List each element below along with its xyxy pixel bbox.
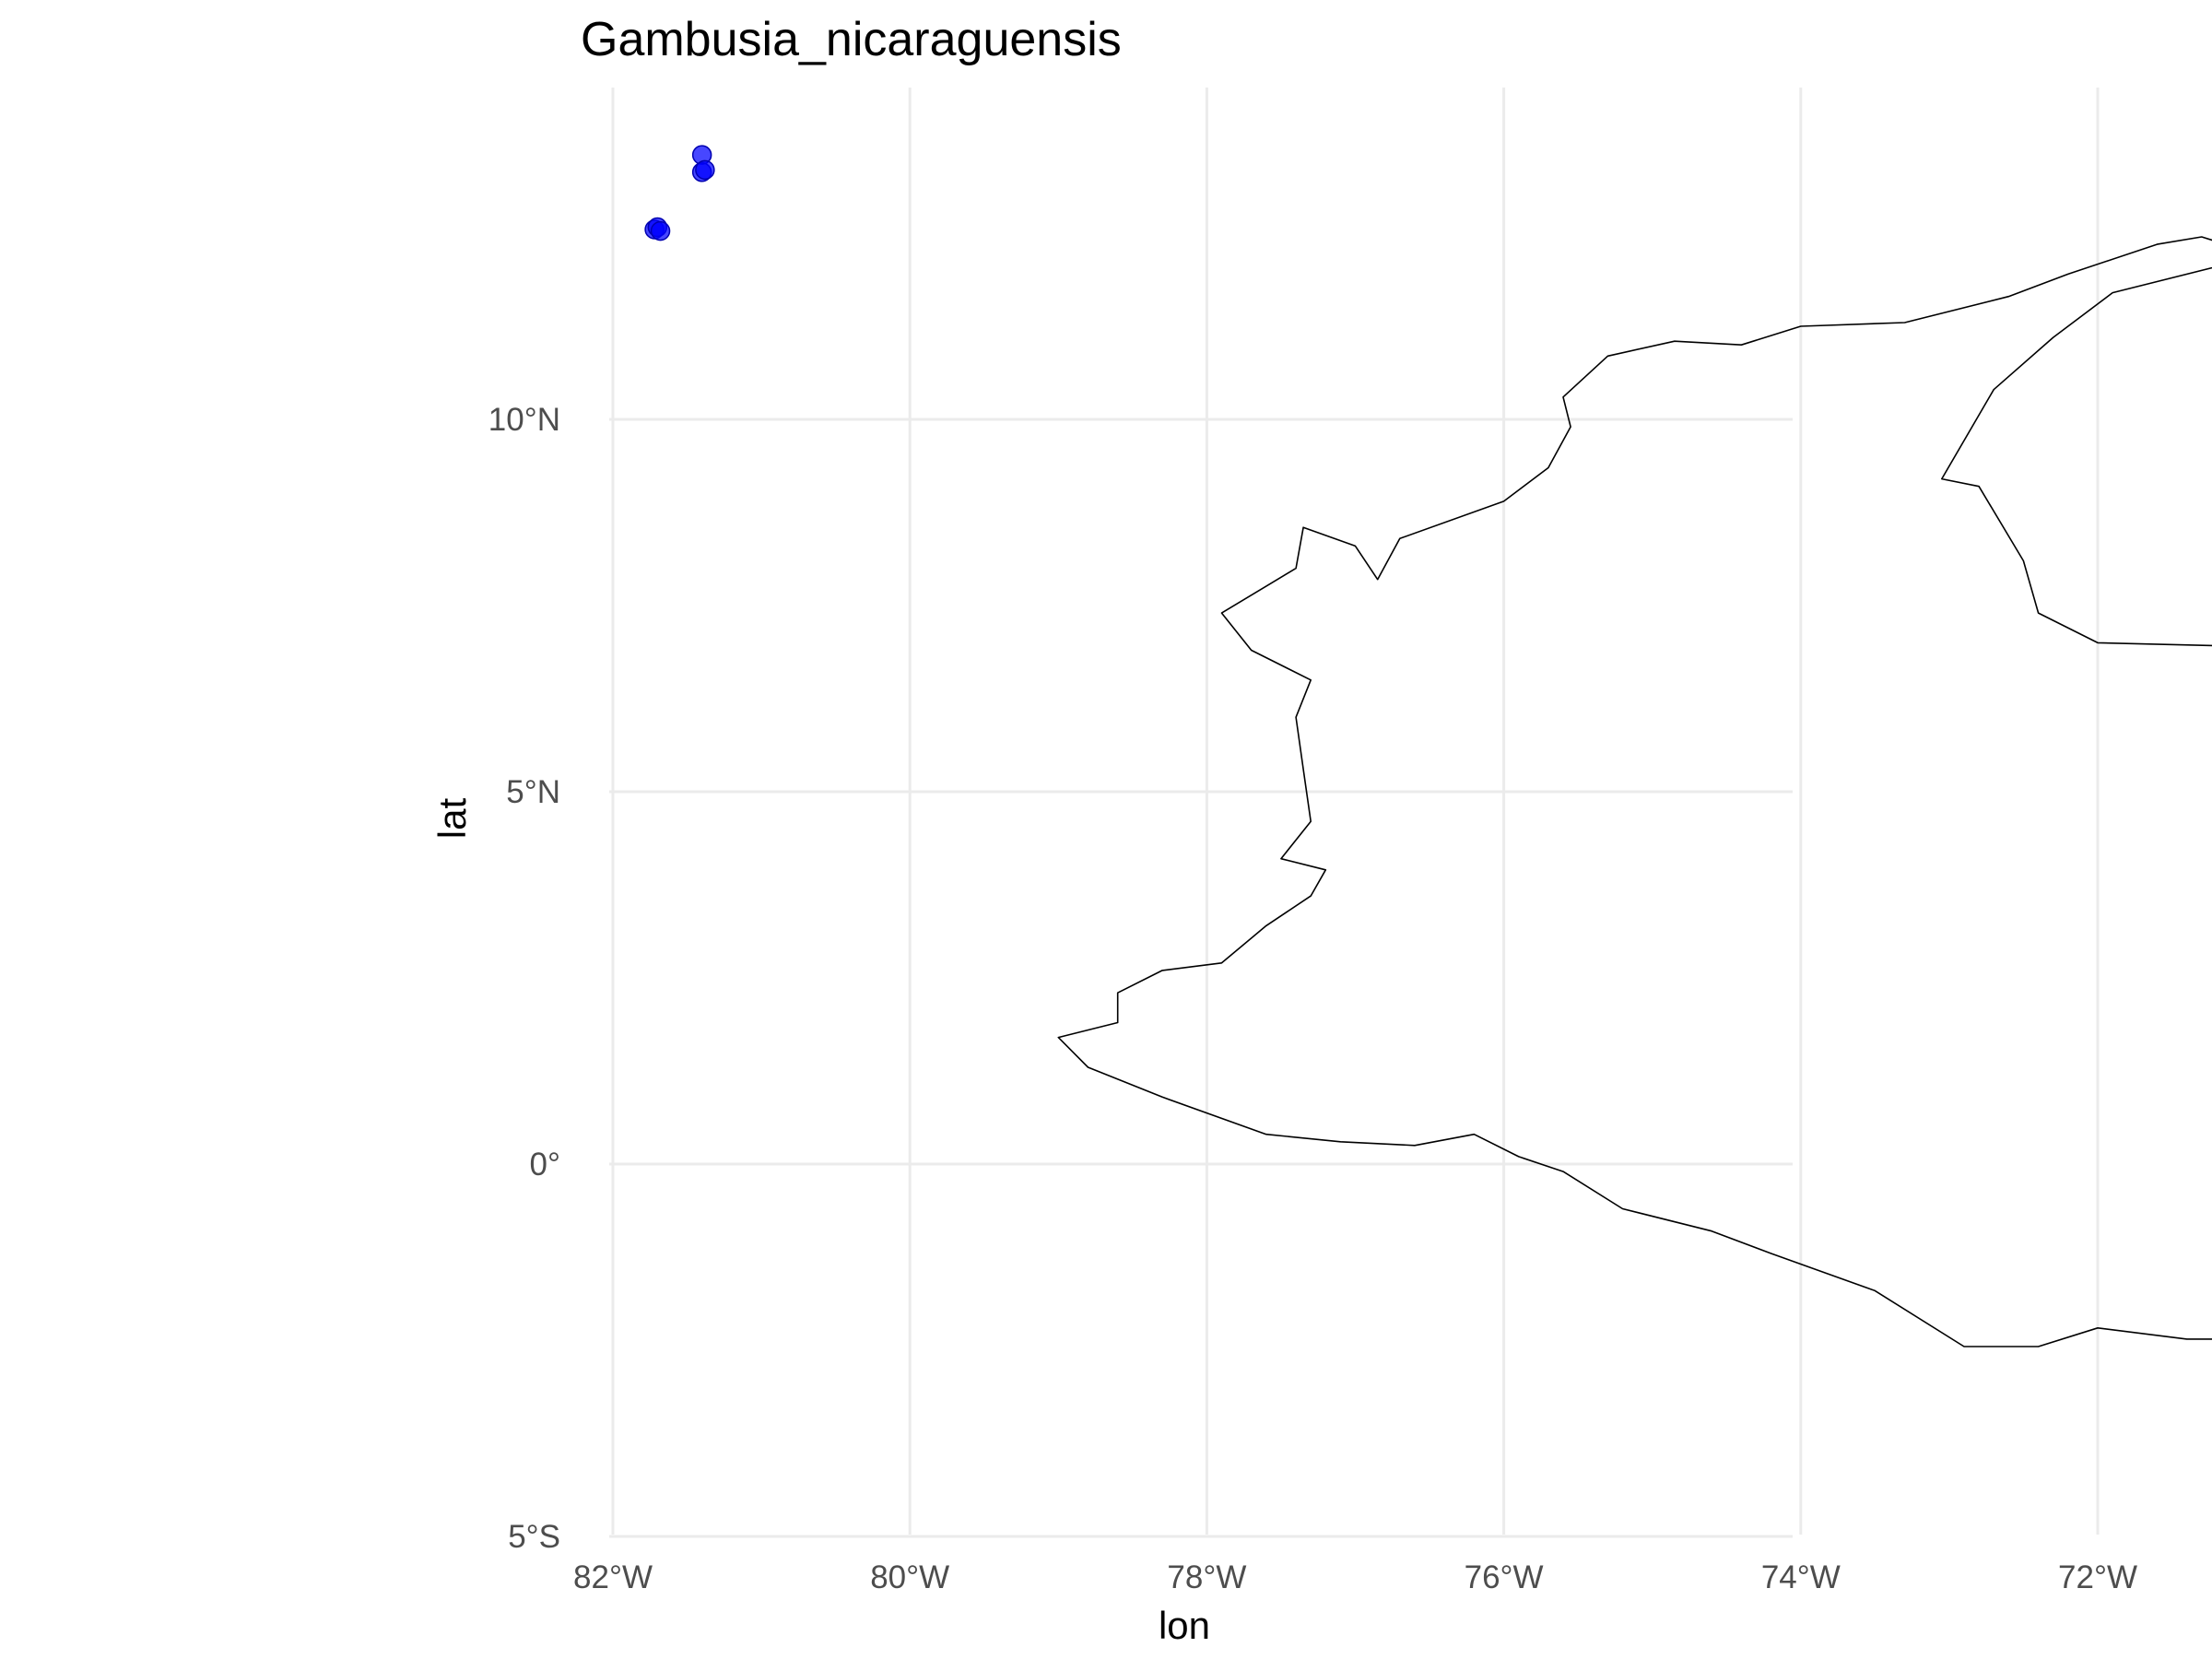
x-tick-label-0: 82°W bbox=[573, 1559, 653, 1595]
x-axis-title: lon bbox=[1159, 1604, 1210, 1647]
y-tick-label-3: 10°N bbox=[488, 402, 560, 438]
plot-title: Gambusia_nicaraguensis bbox=[581, 13, 1122, 66]
y-axis-tick-labels: 5°S 0° 5°N 10°N bbox=[488, 402, 560, 1555]
country-boundary-layer bbox=[1057, 236, 2212, 1347]
occurrence-points bbox=[644, 145, 715, 241]
x-tick-label-4: 74°W bbox=[1761, 1559, 1841, 1595]
x-tick-label-5: 72°W bbox=[2058, 1559, 2137, 1595]
x-tick-label-1: 80°W bbox=[870, 1559, 949, 1595]
y-tick-label-1: 0° bbox=[530, 1147, 560, 1182]
y-axis-title: lat bbox=[430, 797, 474, 839]
x-tick-label-3: 76°W bbox=[1465, 1559, 1544, 1595]
y-tick-label-0: 5°S bbox=[508, 1519, 560, 1555]
y-tick-label-2: 5°N bbox=[506, 774, 560, 810]
country-boundary bbox=[1057, 236, 2212, 1347]
grid-lines bbox=[609, 88, 2100, 1538]
occurrence-point-5 bbox=[650, 220, 671, 241]
x-axis-tick-labels: 82°W80°W78°W76°W74°W72°W70°W68°W bbox=[573, 1559, 2137, 1595]
x-tick-label-2: 78°W bbox=[1167, 1559, 1246, 1595]
occurrence-point-2 bbox=[695, 159, 715, 181]
